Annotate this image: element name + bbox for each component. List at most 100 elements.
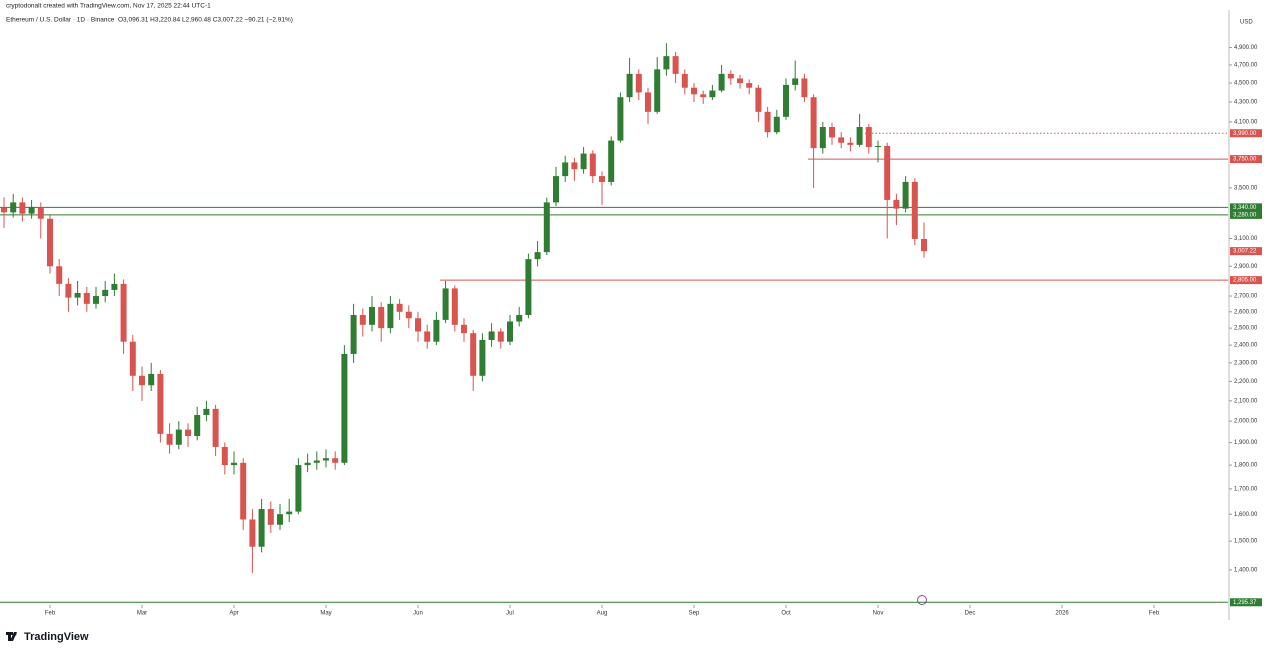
candle-body	[718, 73, 725, 91]
candle-body	[562, 162, 569, 177]
candle-body	[599, 176, 605, 182]
candle-body	[405, 311, 412, 319]
candle-body	[102, 289, 109, 297]
level-tag	[1230, 155, 1262, 164]
candle-body	[387, 303, 394, 329]
x-tick-label: Apr	[229, 611, 238, 617]
candle-body	[838, 137, 845, 143]
symbol: Ethereum / U.S. Dollar · 1D · Binance	[6, 17, 115, 24]
candle-body	[543, 202, 550, 253]
candle-body	[875, 145, 881, 148]
candle-body	[341, 353, 348, 463]
candle-body	[626, 73, 633, 98]
candle-body	[295, 465, 302, 512]
candle-body	[231, 462, 237, 466]
y-tick-label: 1,600.00	[1234, 512, 1258, 518]
candle-body	[378, 306, 385, 329]
y-tick-label: 4,300.00	[1234, 100, 1258, 106]
candle-body	[829, 126, 835, 138]
candle-body	[672, 56, 679, 74]
level-label: 1,295.37	[1233, 600, 1257, 606]
level-label: 3,990.00	[1233, 131, 1257, 137]
candle-body	[691, 87, 697, 95]
x-tick-label: Feb	[45, 611, 56, 617]
candle-body	[304, 462, 311, 466]
candle-body	[589, 153, 596, 177]
candle-body	[111, 283, 118, 290]
last-price-label: 3,007.22	[1233, 249, 1257, 255]
candle-body	[28, 207, 35, 214]
candle-body	[617, 97, 624, 141]
y-tick-label: 1,400.00	[1234, 567, 1258, 573]
last-price-tag	[1230, 247, 1262, 256]
y-tick-label: 2,200.00	[1234, 379, 1258, 385]
candle-body	[580, 153, 587, 170]
candle-body	[267, 509, 274, 525]
candle-body	[553, 176, 559, 203]
candle-body	[83, 292, 90, 304]
candle-body	[525, 259, 532, 316]
candle-body	[737, 78, 743, 84]
candle-body	[129, 341, 136, 376]
candle-body	[893, 199, 900, 209]
candle-body	[65, 283, 72, 298]
level-label: 3,750.00	[1233, 157, 1257, 163]
candle-body	[764, 111, 771, 133]
candle-body	[359, 315, 366, 325]
candle-body	[709, 90, 716, 98]
candle-body	[654, 69, 661, 112]
x-tick-label: Nov	[873, 611, 884, 617]
candle-body	[203, 408, 210, 415]
candle-body	[166, 433, 173, 445]
candle-body	[608, 140, 615, 182]
level-tag	[1230, 203, 1262, 212]
candle-body	[332, 458, 339, 463]
y-tick-label: 2,700.00	[1234, 294, 1258, 300]
y-tick-label: 2,100.00	[1234, 398, 1258, 404]
candle-body	[249, 519, 256, 547]
candle-body	[139, 375, 145, 386]
candle-body	[415, 318, 421, 332]
candle-body	[424, 331, 431, 342]
candle-body	[488, 331, 495, 340]
currency: USD	[1240, 20, 1253, 26]
candle-body	[884, 145, 891, 200]
y-tick-label: 2,500.00	[1234, 326, 1258, 332]
y-tick-label: 1,500.00	[1234, 539, 1258, 545]
candle-body	[286, 511, 293, 515]
x-tick-label: 2026	[1055, 611, 1069, 617]
candle-body	[470, 333, 477, 376]
candle-body	[148, 373, 155, 386]
level-tag	[1230, 210, 1262, 219]
candle-body	[37, 207, 44, 219]
level-label: 3,280.00	[1233, 212, 1257, 218]
candle-body	[323, 458, 329, 461]
y-tick-label: 1,700.00	[1234, 487, 1258, 493]
candle-body	[810, 97, 817, 149]
candle-body	[313, 460, 320, 463]
candle-body	[516, 315, 523, 322]
candle-body	[194, 414, 201, 437]
level-tag	[1230, 276, 1262, 285]
candle-body	[479, 339, 486, 376]
candle-body	[663, 56, 670, 70]
candle-body	[433, 319, 440, 342]
candle-body	[746, 83, 753, 88]
candles	[1, 43, 927, 573]
candle-body	[792, 78, 799, 85]
y-tick-label: 2,600.00	[1234, 309, 1258, 315]
candle-body	[157, 373, 164, 434]
candle-body	[700, 94, 707, 98]
candle-body	[497, 331, 504, 342]
candle-body	[442, 288, 449, 320]
x-tick-label: Jul	[506, 611, 514, 617]
candle-body	[10, 202, 17, 213]
candle-body	[783, 84, 789, 117]
ohlc-readout: O3,096.31 H3,220.84 L2,960.48 C3,007.22 …	[118, 17, 293, 24]
level-tag	[1230, 129, 1262, 138]
x-tick-label: Sep	[689, 611, 700, 617]
candle-body	[801, 78, 808, 98]
candle-body	[773, 116, 780, 133]
x-tick-label: May	[320, 611, 331, 617]
